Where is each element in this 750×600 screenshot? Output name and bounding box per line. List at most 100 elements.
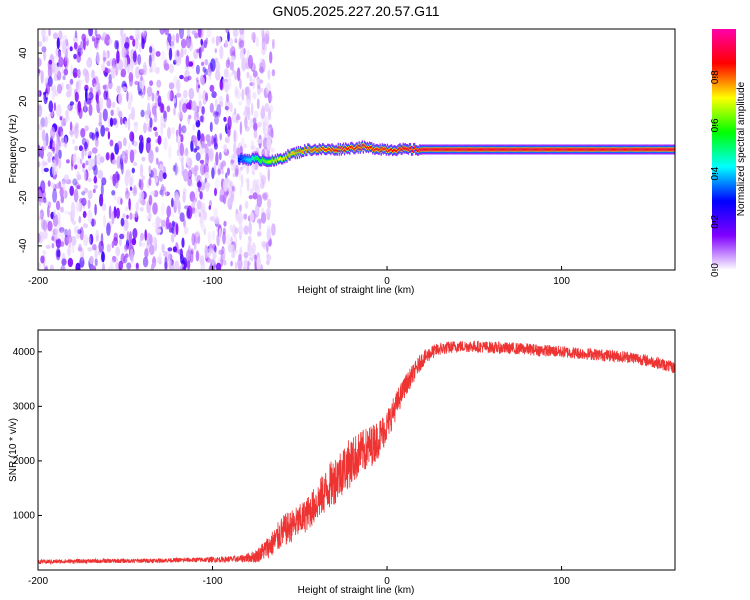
- noise-cell: [222, 79, 225, 84]
- signal-cell: [417, 149, 419, 153]
- noise-cell: [193, 169, 198, 177]
- noise-cell: [50, 126, 56, 140]
- signal-cell: [661, 148, 663, 151]
- noise-cell: [184, 48, 187, 56]
- noise-cell: [120, 29, 124, 38]
- signal-cell: [432, 148, 435, 151]
- noise-cell: [43, 138, 47, 151]
- noise-cell: [186, 102, 192, 110]
- signal-cell: [309, 148, 311, 151]
- noise-cell: [104, 127, 110, 132]
- x-tick-label: 100: [553, 276, 570, 287]
- noise-cell: [248, 221, 252, 235]
- signal-cell: [504, 148, 506, 151]
- noise-cell: [73, 188, 79, 203]
- noise-cell: [163, 122, 166, 129]
- noise-cell: [161, 202, 165, 216]
- noise-cell: [99, 97, 104, 111]
- signal-cell: [356, 145, 358, 149]
- noise-cell: [55, 183, 62, 189]
- signal-cell: [350, 145, 352, 149]
- noise-cell: [52, 84, 57, 97]
- noise-cell: [69, 78, 74, 85]
- noise-cell: [155, 66, 160, 75]
- noise-cell: [63, 55, 69, 69]
- signal-cell: [668, 148, 670, 151]
- noise-cell: [186, 208, 191, 219]
- signal-cell: [328, 147, 330, 150]
- noise-cell: [267, 116, 272, 121]
- signal-cell: [585, 148, 587, 151]
- signal-cell: [647, 148, 649, 151]
- y-tick-label: 2000: [13, 456, 36, 467]
- signal-cell: [573, 148, 575, 151]
- signal-cell: [551, 148, 553, 151]
- noise-cell: [187, 169, 193, 180]
- noise-cell: [92, 244, 97, 251]
- noise-cell: [65, 48, 68, 58]
- noise-cell: [132, 50, 137, 63]
- noise-cell: [169, 90, 174, 102]
- noise-cell: [266, 251, 270, 259]
- signal-cell: [421, 148, 423, 151]
- signal-cell: [539, 148, 541, 151]
- noise-cell: [60, 230, 65, 243]
- noise-cell: [84, 84, 89, 92]
- signal-cell: [511, 148, 513, 151]
- noise-cell: [122, 213, 126, 219]
- noise-cell: [261, 174, 267, 185]
- signal-cell: [261, 160, 263, 163]
- noise-cell: [45, 244, 51, 249]
- noise-cell: [183, 168, 189, 182]
- noise-cell: [38, 144, 41, 157]
- noise-cell: [248, 235, 252, 242]
- noise-cell: [94, 29, 98, 37]
- noise-cell: [69, 46, 73, 52]
- noise-cell: [53, 209, 57, 217]
- noise-cell: [201, 76, 205, 86]
- noise-cell: [148, 165, 152, 175]
- noise-cell: [233, 129, 237, 144]
- noise-cell: [234, 227, 239, 235]
- signal-cell: [335, 148, 337, 151]
- noise-cell: [74, 164, 78, 170]
- noise-cell: [269, 51, 273, 64]
- signal-cell: [475, 148, 478, 151]
- signal-cell: [601, 148, 603, 151]
- noise-cell: [118, 260, 123, 270]
- noise-cell: [97, 82, 101, 93]
- noise-cell: [135, 66, 141, 79]
- signal-cell: [506, 148, 508, 151]
- noise-cell: [205, 37, 209, 45]
- noise-cell: [202, 99, 207, 105]
- noise-cell: [164, 29, 169, 36]
- noise-cell: [146, 86, 153, 97]
- noise-cell: [191, 233, 196, 246]
- noise-cell: [240, 174, 244, 188]
- noise-cell: [251, 242, 256, 255]
- noise-cell: [180, 259, 186, 265]
- signal-cell: [481, 148, 483, 151]
- noise-cell: [122, 86, 127, 92]
- noise-cell: [214, 48, 217, 54]
- signal-cell: [510, 148, 512, 151]
- noise-cell: [71, 154, 74, 167]
- noise-cell: [157, 135, 162, 145]
- signal-cell: [239, 158, 241, 162]
- snr-y-axis-title: SNR (10 * v/v): [8, 418, 19, 482]
- noise-cell: [38, 232, 41, 244]
- noise-cell: [177, 248, 183, 255]
- noise-cell: [82, 234, 89, 247]
- signal-cell: [363, 144, 366, 147]
- noise-cell: [166, 105, 171, 113]
- noise-cell: [198, 100, 202, 109]
- noise-cell: [197, 29, 202, 38]
- signal-cell: [663, 148, 665, 151]
- signal-cell: [662, 148, 664, 151]
- snr-frame: [37, 329, 676, 571]
- noise-cell: [179, 142, 184, 156]
- noise-cell: [171, 197, 174, 208]
- noise-cell: [261, 105, 266, 115]
- noise-cell: [219, 133, 222, 141]
- noise-cell: [232, 224, 237, 238]
